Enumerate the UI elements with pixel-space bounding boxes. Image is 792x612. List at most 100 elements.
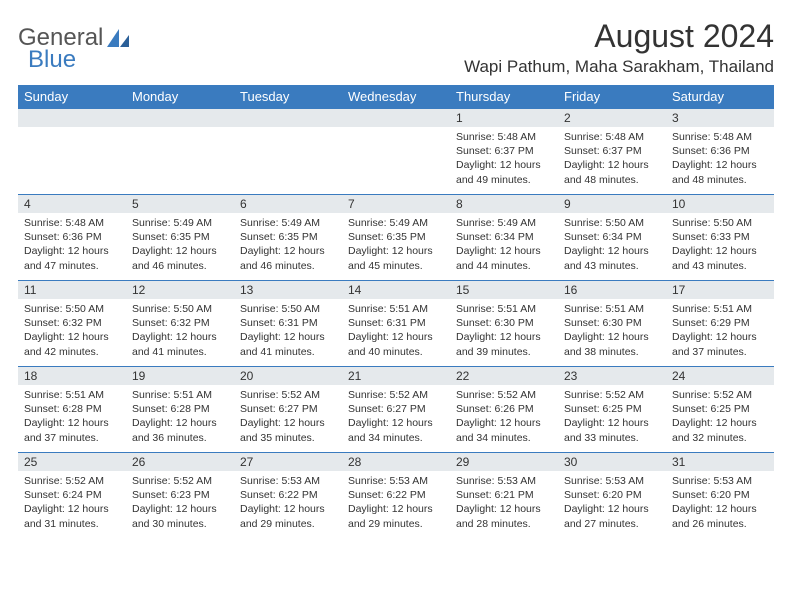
sunset-value: 6:30 PM bbox=[603, 317, 642, 329]
sunrise-value: 5:51 AM bbox=[497, 303, 536, 315]
sunrise-label: Sunrise: bbox=[348, 217, 387, 229]
sunrise-label: Sunrise: bbox=[564, 389, 603, 401]
calendar-cell: 7Sunrise: 5:49 AMSunset: 6:35 PMDaylight… bbox=[342, 195, 450, 281]
sunset-label: Sunset: bbox=[24, 489, 60, 501]
sunset-label: Sunset: bbox=[240, 489, 276, 501]
daylight-label: Daylight: bbox=[240, 331, 281, 343]
daylight-label: Daylight: bbox=[672, 159, 713, 171]
sunset-label: Sunset: bbox=[132, 317, 168, 329]
logo-sail-icon bbox=[105, 27, 131, 49]
sunrise-value: 5:53 AM bbox=[389, 475, 428, 487]
day-details: Sunrise: 5:48 AMSunset: 6:37 PMDaylight:… bbox=[450, 127, 558, 191]
day-details: Sunrise: 5:49 AMSunset: 6:35 PMDaylight:… bbox=[234, 213, 342, 277]
day-number: 5 bbox=[126, 195, 234, 213]
logo-word-blue: Blue bbox=[28, 46, 76, 74]
day-number bbox=[126, 109, 234, 127]
day-details: Sunrise: 5:49 AMSunset: 6:35 PMDaylight:… bbox=[342, 213, 450, 277]
calendar-cell: 2Sunrise: 5:48 AMSunset: 6:37 PMDaylight… bbox=[558, 109, 666, 195]
sunset-value: 6:20 PM bbox=[603, 489, 642, 501]
sunset-label: Sunset: bbox=[24, 231, 60, 243]
daylight-label: Daylight: bbox=[672, 417, 713, 429]
calendar-cell: 22Sunrise: 5:52 AMSunset: 6:26 PMDayligh… bbox=[450, 367, 558, 453]
sunset-label: Sunset: bbox=[564, 489, 600, 501]
sunset-label: Sunset: bbox=[24, 317, 60, 329]
sunset-value: 6:27 PM bbox=[279, 403, 318, 415]
calendar-cell bbox=[18, 109, 126, 195]
title-block: August 2024 Wapi Pathum, Maha Sarakham, … bbox=[464, 18, 774, 77]
sunrise-value: 5:49 AM bbox=[281, 217, 320, 229]
sunset-label: Sunset: bbox=[348, 317, 384, 329]
sunrise-value: 5:50 AM bbox=[713, 217, 752, 229]
sunset-label: Sunset: bbox=[564, 145, 600, 157]
day-number: 3 bbox=[666, 109, 774, 127]
calendar-cell: 24Sunrise: 5:52 AMSunset: 6:25 PMDayligh… bbox=[666, 367, 774, 453]
sunrise-label: Sunrise: bbox=[456, 217, 495, 229]
day-details: Sunrise: 5:53 AMSunset: 6:20 PMDaylight:… bbox=[666, 471, 774, 535]
daylight-label: Daylight: bbox=[24, 245, 65, 257]
day-header: Monday bbox=[126, 85, 234, 109]
sunrise-value: 5:48 AM bbox=[605, 131, 644, 143]
day-details: Sunrise: 5:50 AMSunset: 6:31 PMDaylight:… bbox=[234, 299, 342, 363]
day-details: Sunrise: 5:50 AMSunset: 6:34 PMDaylight:… bbox=[558, 213, 666, 277]
day-number: 2 bbox=[558, 109, 666, 127]
day-details: Sunrise: 5:52 AMSunset: 6:25 PMDaylight:… bbox=[666, 385, 774, 449]
day-number: 21 bbox=[342, 367, 450, 385]
sunrise-label: Sunrise: bbox=[240, 303, 279, 315]
calendar-cell: 3Sunrise: 5:48 AMSunset: 6:36 PMDaylight… bbox=[666, 109, 774, 195]
sunset-label: Sunset: bbox=[348, 403, 384, 415]
daylight-label: Daylight: bbox=[456, 245, 497, 257]
day-number: 16 bbox=[558, 281, 666, 299]
calendar-cell: 31Sunrise: 5:53 AMSunset: 6:20 PMDayligh… bbox=[666, 453, 774, 539]
day-number: 22 bbox=[450, 367, 558, 385]
calendar-cell: 25Sunrise: 5:52 AMSunset: 6:24 PMDayligh… bbox=[18, 453, 126, 539]
day-number: 13 bbox=[234, 281, 342, 299]
sunrise-label: Sunrise: bbox=[348, 389, 387, 401]
calendar-cell bbox=[234, 109, 342, 195]
sunrise-label: Sunrise: bbox=[456, 131, 495, 143]
sunrise-label: Sunrise: bbox=[456, 389, 495, 401]
sunrise-label: Sunrise: bbox=[564, 131, 603, 143]
sunrise-label: Sunrise: bbox=[24, 303, 63, 315]
calendar-cell: 4Sunrise: 5:48 AMSunset: 6:36 PMDaylight… bbox=[18, 195, 126, 281]
calendar-cell: 11Sunrise: 5:50 AMSunset: 6:32 PMDayligh… bbox=[18, 281, 126, 367]
day-number: 4 bbox=[18, 195, 126, 213]
daylight-label: Daylight: bbox=[348, 331, 389, 343]
day-details: Sunrise: 5:50 AMSunset: 6:32 PMDaylight:… bbox=[18, 299, 126, 363]
sunset-label: Sunset: bbox=[672, 145, 708, 157]
calendar-week-row: 25Sunrise: 5:52 AMSunset: 6:24 PMDayligh… bbox=[18, 453, 774, 539]
sunrise-value: 5:52 AM bbox=[173, 475, 212, 487]
daylight-label: Daylight: bbox=[456, 331, 497, 343]
daylight-label: Daylight: bbox=[240, 503, 281, 515]
calendar-cell: 6Sunrise: 5:49 AMSunset: 6:35 PMDaylight… bbox=[234, 195, 342, 281]
day-number: 14 bbox=[342, 281, 450, 299]
day-details: Sunrise: 5:51 AMSunset: 6:30 PMDaylight:… bbox=[450, 299, 558, 363]
daylight-label: Daylight: bbox=[456, 503, 497, 515]
sunset-value: 6:29 PM bbox=[711, 317, 750, 329]
calendar-cell: 5Sunrise: 5:49 AMSunset: 6:35 PMDaylight… bbox=[126, 195, 234, 281]
day-number: 18 bbox=[18, 367, 126, 385]
day-details: Sunrise: 5:53 AMSunset: 6:20 PMDaylight:… bbox=[558, 471, 666, 535]
day-details: Sunrise: 5:52 AMSunset: 6:23 PMDaylight:… bbox=[126, 471, 234, 535]
daylight-label: Daylight: bbox=[564, 503, 605, 515]
day-number: 27 bbox=[234, 453, 342, 471]
day-number bbox=[234, 109, 342, 127]
day-details: Sunrise: 5:52 AMSunset: 6:24 PMDaylight:… bbox=[18, 471, 126, 535]
sunrise-label: Sunrise: bbox=[132, 475, 171, 487]
sunset-label: Sunset: bbox=[24, 403, 60, 415]
day-number: 6 bbox=[234, 195, 342, 213]
sunrise-label: Sunrise: bbox=[456, 475, 495, 487]
sunrise-value: 5:53 AM bbox=[497, 475, 536, 487]
day-header: Sunday bbox=[18, 85, 126, 109]
sunrise-label: Sunrise: bbox=[672, 217, 711, 229]
sunset-value: 6:28 PM bbox=[171, 403, 210, 415]
day-details: Sunrise: 5:50 AMSunset: 6:32 PMDaylight:… bbox=[126, 299, 234, 363]
calendar-cell bbox=[126, 109, 234, 195]
day-details: Sunrise: 5:51 AMSunset: 6:31 PMDaylight:… bbox=[342, 299, 450, 363]
calendar-cell: 19Sunrise: 5:51 AMSunset: 6:28 PMDayligh… bbox=[126, 367, 234, 453]
sunset-value: 6:31 PM bbox=[387, 317, 426, 329]
sunrise-value: 5:52 AM bbox=[389, 389, 428, 401]
sunrise-value: 5:53 AM bbox=[605, 475, 644, 487]
page-title: August 2024 bbox=[464, 18, 774, 55]
sunrise-label: Sunrise: bbox=[564, 217, 603, 229]
sunset-label: Sunset: bbox=[456, 403, 492, 415]
